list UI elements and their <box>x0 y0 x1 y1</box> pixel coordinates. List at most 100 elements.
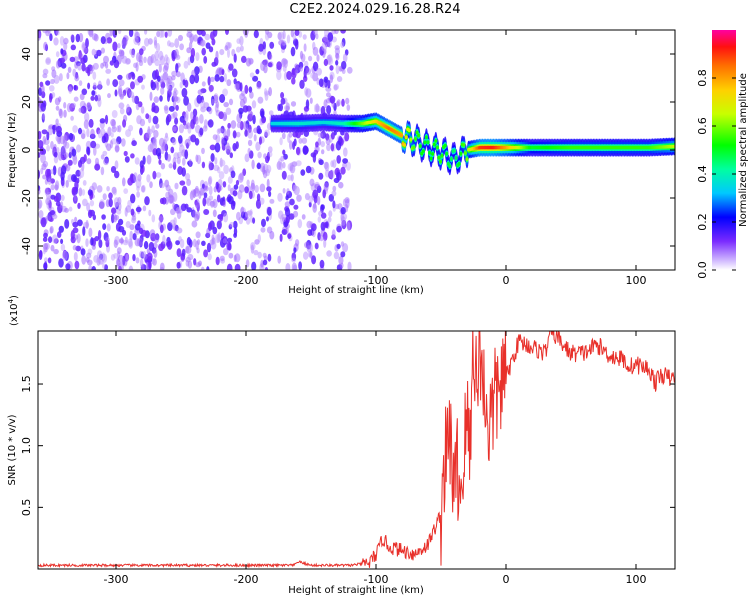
noise-cell <box>128 265 134 270</box>
noise-cell <box>180 203 187 212</box>
noise-cell <box>109 30 114 37</box>
noise-cell <box>233 53 237 63</box>
noise-cell <box>171 70 178 77</box>
noise-cell <box>42 68 49 75</box>
noise-cell <box>262 252 267 258</box>
noise-cell <box>45 215 52 221</box>
noise-cell <box>224 45 229 51</box>
noise-cell <box>107 93 111 99</box>
noise-cell <box>285 263 291 270</box>
noise-cell <box>119 49 125 57</box>
noise-cell <box>47 178 52 186</box>
noise-cell <box>110 254 116 261</box>
noise-cell <box>232 130 237 139</box>
noise-cell <box>292 141 296 150</box>
noise-cell <box>309 178 315 187</box>
noise-cell <box>304 60 309 68</box>
noise-cell <box>292 131 299 138</box>
noise-cell <box>247 147 251 155</box>
noise-cell <box>71 174 77 183</box>
noise-cell <box>132 254 136 262</box>
noise-cell <box>159 224 164 234</box>
noise-cell <box>200 40 205 47</box>
noise-cell <box>189 123 195 130</box>
noise-cell <box>114 145 120 152</box>
noise-cell <box>334 203 340 210</box>
colorbar-tick-label: 0.2 <box>696 213 709 231</box>
noise-cell <box>67 159 73 166</box>
noise-cell <box>330 132 335 140</box>
noise-cell <box>207 76 211 86</box>
noise-cell <box>215 50 219 61</box>
noise-cell <box>281 170 287 180</box>
noise-cell <box>112 79 119 88</box>
noise-cell <box>318 78 324 87</box>
noise-cell <box>43 41 48 51</box>
noise-cell <box>231 68 238 78</box>
noise-cell <box>259 183 266 193</box>
noise-cell <box>188 158 192 167</box>
noise-cell <box>149 229 156 238</box>
noise-cell <box>196 247 200 254</box>
noise-cell <box>122 177 126 187</box>
noise-cell <box>267 253 272 262</box>
noise-cell <box>117 74 123 80</box>
ridge-cell <box>463 151 467 155</box>
noise-cell <box>43 262 48 270</box>
noise-cell <box>233 254 237 263</box>
noise-cell <box>284 105 290 111</box>
noise-cell <box>247 129 254 139</box>
y-tick-label: 20 <box>20 95 33 109</box>
noise-cell <box>336 243 341 250</box>
noise-cell <box>64 219 70 229</box>
noise-cell <box>264 267 269 270</box>
noise-cell <box>186 178 192 186</box>
noise-cell <box>201 240 206 246</box>
noise-cell <box>98 239 103 249</box>
noise-cell <box>282 188 286 194</box>
noise-cell <box>172 111 178 119</box>
noise-cell <box>90 237 94 246</box>
noise-cell <box>264 129 270 137</box>
noise-cell <box>326 92 331 98</box>
ridge-cell <box>407 128 411 133</box>
noise-cell <box>153 233 160 243</box>
noise-cell <box>73 85 77 90</box>
noise-cell <box>290 46 296 57</box>
noise-cell <box>94 163 101 171</box>
noise-cell <box>125 87 131 93</box>
noise-cell <box>308 201 312 208</box>
noise-cell <box>193 34 199 42</box>
noise-cell <box>63 102 67 109</box>
noise-cell <box>318 159 324 166</box>
noise-cell <box>267 62 273 68</box>
noise-cell <box>124 207 128 217</box>
noise-cell <box>227 237 233 243</box>
noise-cell <box>297 219 303 229</box>
noise-cell <box>155 147 162 157</box>
noise-cell <box>45 30 50 37</box>
noise-cell <box>49 225 54 234</box>
noise-cell <box>91 244 96 250</box>
noise-cell <box>74 61 79 69</box>
noise-cell <box>311 223 317 232</box>
noise-cell <box>78 127 82 135</box>
noise-cell <box>81 41 86 51</box>
noise-cell <box>269 54 273 60</box>
noise-cell <box>65 180 69 188</box>
noise-cell <box>87 82 91 90</box>
noise-cell <box>71 186 77 196</box>
noise-cell <box>319 259 325 269</box>
noise-cell <box>133 172 138 183</box>
noise-cell <box>194 73 200 84</box>
noise-cell <box>130 49 136 59</box>
noise-cell <box>128 124 134 132</box>
noise-cell <box>148 209 152 217</box>
noise-cell <box>208 222 212 232</box>
noise-cell <box>227 122 231 129</box>
noise-cell <box>187 260 193 269</box>
noise-cell <box>102 193 107 201</box>
noise-cell <box>329 74 334 83</box>
noise-cell <box>70 44 77 51</box>
